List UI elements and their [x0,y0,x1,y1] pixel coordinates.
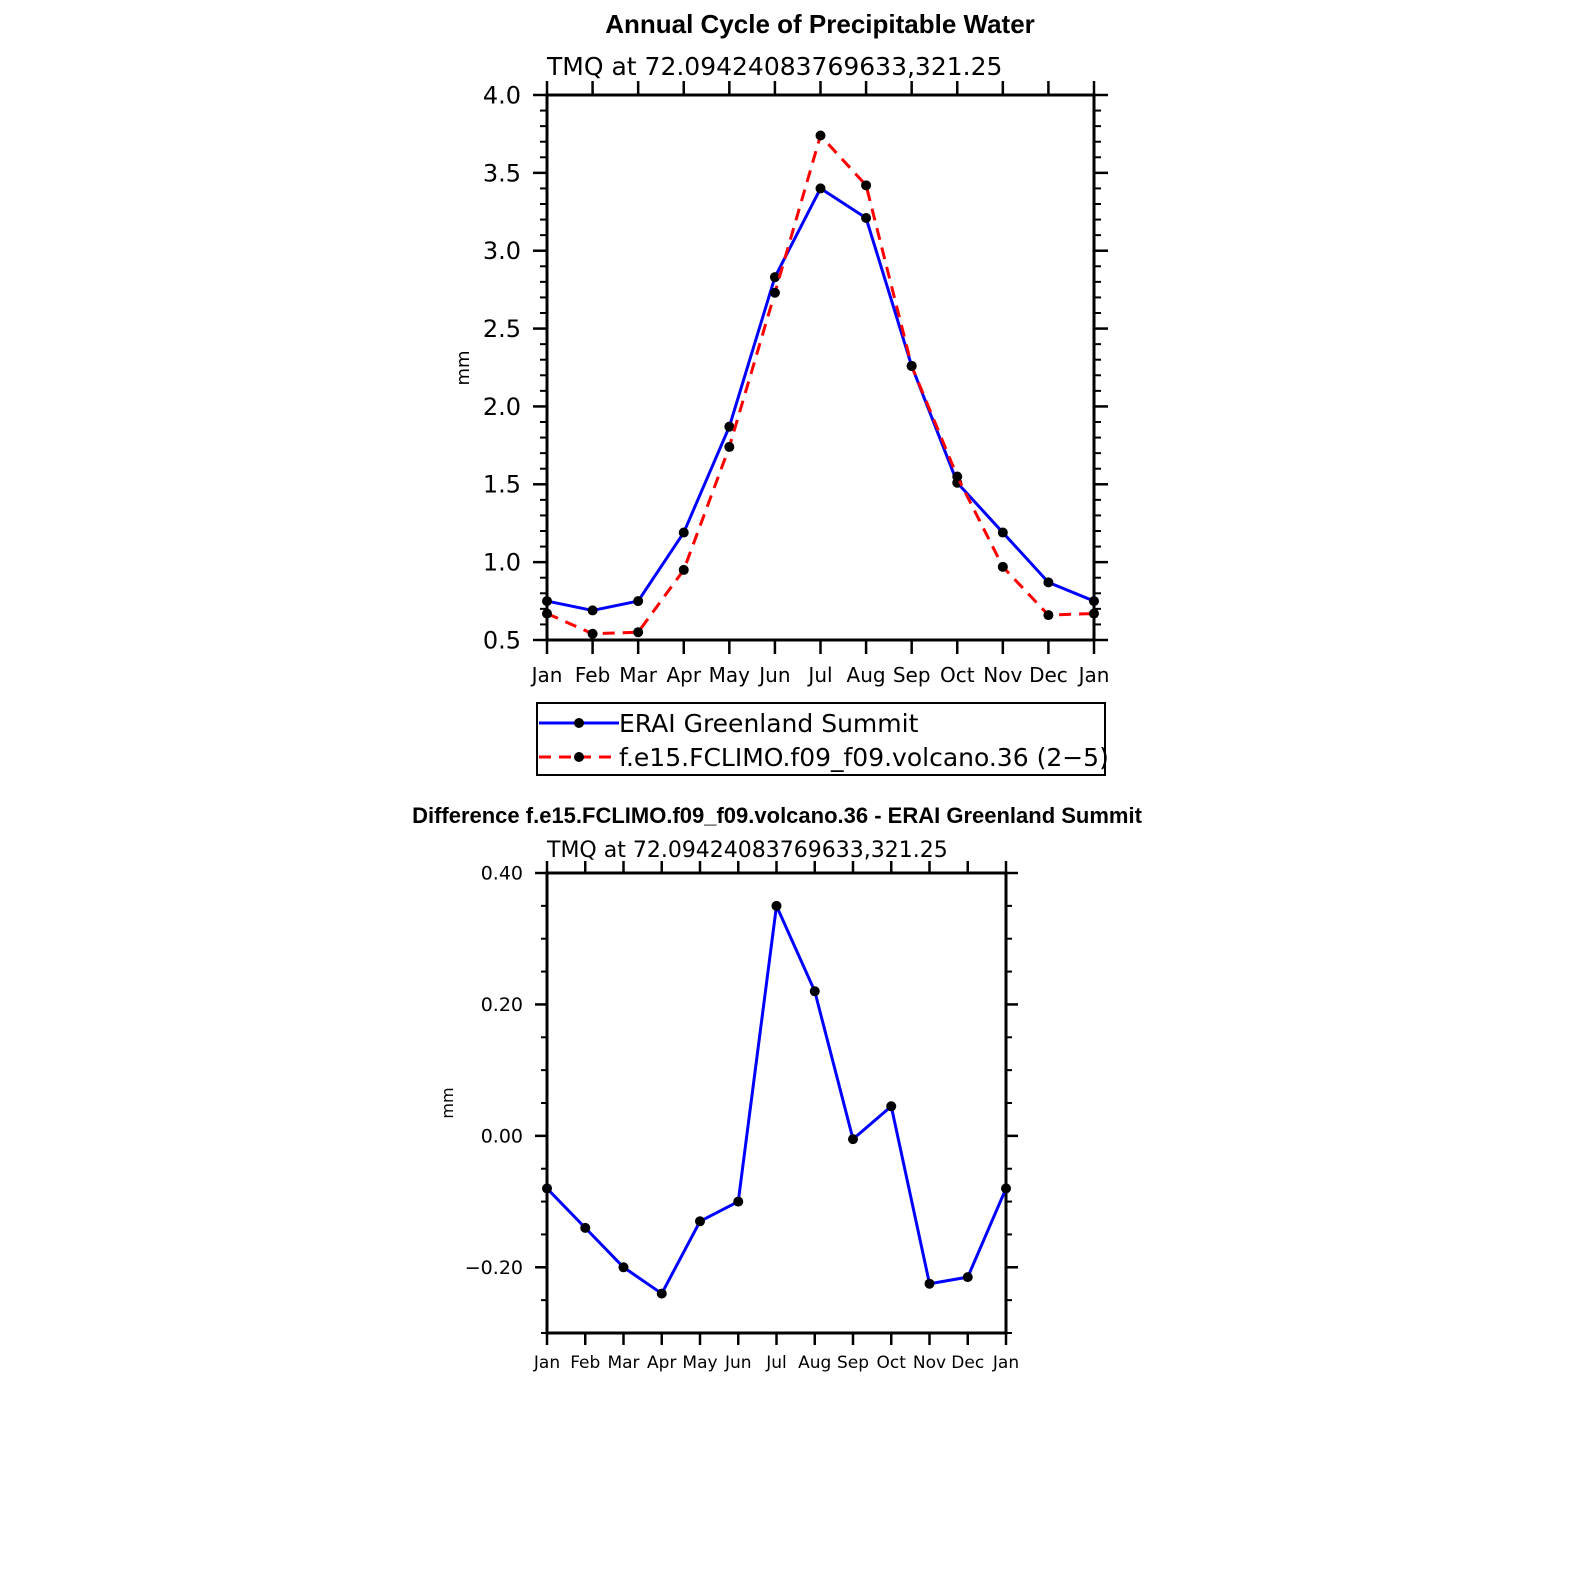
chart2-series-0-point [580,1222,591,1233]
chart2-xtick-label: Oct [877,1353,907,1373]
chart1-series-1-point [587,628,598,639]
difference-chart: Difference f.e15.FCLIMO.f09_f09.volcano.… [412,803,1143,1373]
chart1-series-0-point [633,596,644,607]
chart1-legend: ERAI Greenland Summit f.e15.FCLIMO.f09_f… [536,702,1109,776]
chart2-axes: −0.20 0.00 0.20 0.40 Jan Feb Mar Apr May Jun Jul Au… [465,861,1019,1373]
chart2-xtick-label: Jul [765,1353,787,1373]
chart2-xtick-label: Jun [724,1353,752,1373]
chart1-series-1-point [952,471,963,482]
chart1-xtick-label: Apr [666,663,701,687]
chart2-series-0-point [809,986,820,997]
chart2-series-0-point [695,1216,705,1227]
chart1-xtick-label: Aug [847,663,886,687]
chart1-xtick-label: Nov [983,663,1022,687]
chart2-xtick-label: Jan [992,1353,1019,1373]
chart1-xtick-label: Jan [1077,663,1110,687]
chart2-series-0-point [771,900,782,911]
chart1-series-0-point [815,183,826,194]
chart1-series-0-point [1089,596,1099,607]
chart1-series-line-0 [546,186,1095,612]
chart1-xtick-label: Oct [940,663,975,687]
chart1-series-1-point [633,627,644,638]
chart1-ylabel: mm [453,350,474,385]
chart1-xtick-label: Feb [575,663,610,687]
chart1-series-0-point [542,596,552,607]
chart2-series-line-0 [545,904,1008,1296]
chart2-plot-frame [545,871,1008,1335]
chart1-series-0-point [997,527,1008,538]
chart2-xtick-label: Feb [570,1353,600,1373]
chart1-xtick-label: Jul [806,663,832,687]
chart1-series-0-point [587,605,598,616]
chart1-ytick-label: 4.0 [483,81,521,109]
chart1-series-0-point [769,272,780,283]
chart2-ylabel: mm [438,1087,457,1118]
chart1-series-1-point [542,608,552,619]
chart2-xtick-label: Sep [837,1353,869,1373]
chart2-series-0-point [733,1196,744,1207]
chart2-ytick-label: 0.20 [481,994,523,1016]
annual-cycle-chart: Annual Cycle of Precipitable Water TMQ a… [453,9,1110,776]
chart1-xtick-label: Jan [530,663,563,687]
chart1-ytick-label: 2.5 [483,315,521,343]
chart1-ytick-label: 1.5 [483,471,521,499]
chart1-series-1-point [769,287,780,298]
legend-label-erai: ERAI Greenland Summit [619,709,919,738]
chart1-ytick-label: 1.0 [483,549,521,577]
chart2-series-0-point [886,1101,897,1112]
chart1-series-1-point [861,180,872,191]
chart2-series-0-point [924,1278,935,1289]
chart1-series-1-point [678,564,689,575]
chart2-xtick-label: Jan [533,1353,560,1373]
chart2-subtitle: TMQ at 72.09424083769633,321.25 [546,838,948,863]
chart1-series-0-point [678,527,689,538]
chart1-xtick-label: Mar [619,663,658,687]
chart2-ytick-label: 0.00 [481,1126,523,1148]
chart1-xtick-label: May [709,663,751,687]
chart1-xtick-label: Sep [893,663,931,687]
chart1-series-0-point [861,213,872,224]
chart1-title: Annual Cycle of Precipitable Water [605,9,1035,39]
chart1-series-1-point [997,561,1008,572]
chart1-series-0-point [1043,577,1054,588]
chart2-series-0-point [618,1262,629,1273]
chart2-xtick-label: Mar [607,1353,639,1373]
chart1-ytick-label: 3.5 [483,159,521,187]
chart1-series-1-point [1089,608,1099,619]
chart1-subtitle: TMQ at 72.09424083769633,321.25 [546,52,1002,81]
chart1-series-0-point [724,421,735,432]
chart2-xtick-label: May [682,1353,717,1373]
chart2-xtick-label: Apr [647,1353,676,1373]
legend-label-model: f.e15.FCLIMO.f09_f09.volcano.36 (2−5) [619,743,1109,772]
chart1-xtick-label: Jun [757,663,790,687]
chart1-series-1-point [906,360,917,371]
chart1-ytick-label: 0.5 [483,626,521,654]
chart1-ytick-label: 3.0 [483,237,521,265]
chart2-xtick-label: Nov [913,1353,946,1373]
chart1-xtick-label: Dec [1029,663,1068,687]
chart2-series-0-point [1001,1183,1011,1194]
chart2-series-0-point [656,1288,667,1299]
chart2-series-0-point [542,1183,552,1194]
chart1-series [542,130,1099,639]
chart1-ytick-label: 2.0 [483,393,521,421]
chart1-series-1-point [1043,610,1054,621]
chart1-series-1-point [724,441,735,452]
legend-box [536,702,1106,776]
chart2-series-0-point [848,1134,858,1145]
chart2-xtick-label: Aug [798,1353,831,1373]
chart2-ytick-label: −0.20 [465,1257,523,1279]
chart1-series-1-point [815,130,826,141]
chart2-ytick-label: 0.40 [481,863,523,885]
legend-marker-erai [574,718,584,728]
chart2-xtick-label: Dec [951,1353,984,1373]
chart2-series-0-point [962,1272,973,1283]
chart2-series [542,900,1011,1299]
chart1-series-line-1 [546,133,1095,636]
chart1-plot-frame [545,93,1096,642]
legend-marker-model [574,752,584,762]
chart2-title: Difference f.e15.FCLIMO.f09_f09.volcano.… [412,803,1143,828]
